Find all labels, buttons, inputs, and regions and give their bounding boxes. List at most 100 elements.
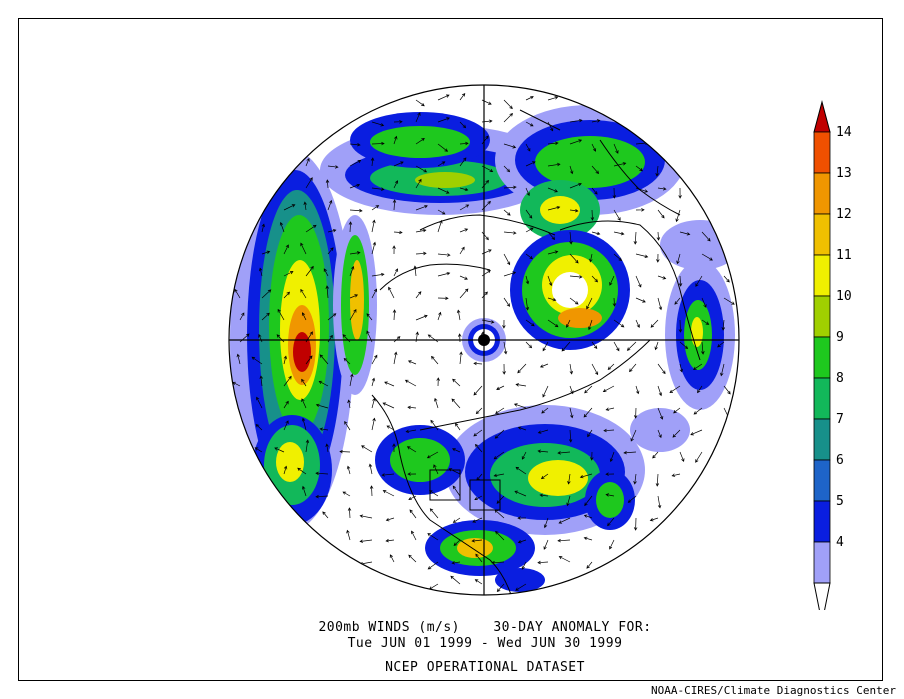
wind-arrow <box>283 271 294 277</box>
wind-arrow <box>415 178 422 189</box>
wind-arrow <box>513 403 527 409</box>
wind-arrow <box>503 231 517 235</box>
wind-arrow <box>723 385 731 395</box>
wind-arrow <box>415 291 422 299</box>
wind-arrow <box>349 294 359 299</box>
wind-arrow <box>393 161 404 167</box>
wind-arrow <box>525 275 530 285</box>
wind-arrow <box>371 354 378 365</box>
wind-arrow <box>495 407 505 414</box>
colorbar-top-arrow <box>813 100 831 133</box>
wind-arrow <box>584 385 593 394</box>
wind-arrow <box>339 449 351 454</box>
wind-arrow <box>427 561 439 570</box>
wind-arrow <box>607 363 615 371</box>
wind-arrow <box>236 353 241 365</box>
wind-arrow <box>481 291 488 299</box>
wind-arrow <box>450 575 461 585</box>
wind-arrow <box>283 291 291 299</box>
wind-arrow <box>591 187 598 195</box>
wind-arrow <box>415 137 425 145</box>
wind-arrow <box>346 529 351 541</box>
wind-arrow <box>657 495 662 509</box>
wind-arrow <box>239 333 250 343</box>
wind-arrow <box>496 495 505 504</box>
wind-arrow <box>635 208 645 212</box>
wind-arrow <box>369 485 374 497</box>
wind-arrow <box>568 429 573 443</box>
wind-arrow <box>502 363 506 375</box>
wind-arrow <box>547 162 561 167</box>
wind-arrow <box>437 94 450 101</box>
wind-arrow <box>547 187 558 193</box>
wind-arrow <box>607 517 615 527</box>
wind-arrow <box>437 271 451 277</box>
wind-arrow <box>371 377 376 387</box>
wind-arrow <box>569 165 574 175</box>
wind-arrow <box>676 253 681 265</box>
wind-arrow <box>635 385 640 395</box>
wind-arrow <box>371 397 376 409</box>
wind-arrow <box>517 516 527 520</box>
wind-arrow <box>453 539 461 547</box>
wind-arrow <box>547 121 554 132</box>
wind-arrow <box>635 297 646 303</box>
wind-arrow <box>586 297 593 310</box>
wind-arrow <box>452 448 461 453</box>
wind-arrow <box>459 351 463 365</box>
wind-arrow <box>407 360 417 365</box>
wind-arrow <box>503 185 517 189</box>
wind-arrow <box>259 375 263 387</box>
wind-arrow <box>613 143 619 154</box>
wind-arrow <box>371 141 385 146</box>
wind-arrow <box>557 538 571 543</box>
wind-arrow <box>591 363 599 376</box>
wind-arrow <box>701 231 711 242</box>
wind-arrow <box>539 493 549 497</box>
plot-frame <box>18 18 883 681</box>
wind-arrow <box>382 402 395 409</box>
wind-arrow <box>569 209 579 213</box>
wind-arrow <box>475 407 483 415</box>
wind-arrow <box>261 312 270 321</box>
wind-arrow <box>579 473 593 479</box>
colorbar-label-8: 8 <box>836 371 844 386</box>
caption-line-2: Tue JUN 01 1999 - Wed JUN 30 1999 <box>347 636 623 651</box>
wind-arrow <box>723 297 735 305</box>
wind-arrow <box>475 553 483 563</box>
wind-arrow <box>503 341 508 355</box>
wind-arrow <box>327 199 333 211</box>
wind-arrow <box>657 429 662 439</box>
wind-arrow <box>459 157 467 167</box>
colorbar-label-4: 4 <box>836 535 844 550</box>
wind-arrow <box>673 407 681 414</box>
wind-arrow <box>385 538 395 543</box>
wind-arrow <box>547 141 559 145</box>
wind-arrow <box>239 312 245 321</box>
wind-arrow <box>623 451 637 455</box>
wind-arrow <box>408 554 417 563</box>
wind-arrow <box>325 285 329 299</box>
wind-arrow <box>415 228 427 233</box>
wind-arrow <box>657 385 663 397</box>
wind-arrow <box>678 275 683 287</box>
wind-arrow <box>344 421 351 431</box>
colorbar-bin-7 <box>813 418 831 461</box>
wind-arrow <box>569 182 582 189</box>
wind-arrow <box>436 377 440 387</box>
wind-arrow <box>349 308 357 321</box>
wind-arrow <box>459 204 470 211</box>
caption-line-1: 200mb WINDS (m/s) 30-DAY ANOMALY FOR: <box>318 620 652 635</box>
map-boundary <box>228 84 740 596</box>
wind-arrow <box>569 297 579 305</box>
wind-arrow <box>452 485 461 497</box>
wind-arrow <box>569 118 583 123</box>
wind-arrow <box>370 157 375 167</box>
colorbar-label-13: 13 <box>836 166 852 181</box>
wind-arrow <box>493 473 505 478</box>
wind-arrow <box>276 334 285 343</box>
wind-arrow <box>251 356 263 365</box>
wind-arrow <box>633 231 638 245</box>
wind-arrow <box>459 275 468 280</box>
wind-arrow <box>635 253 649 258</box>
